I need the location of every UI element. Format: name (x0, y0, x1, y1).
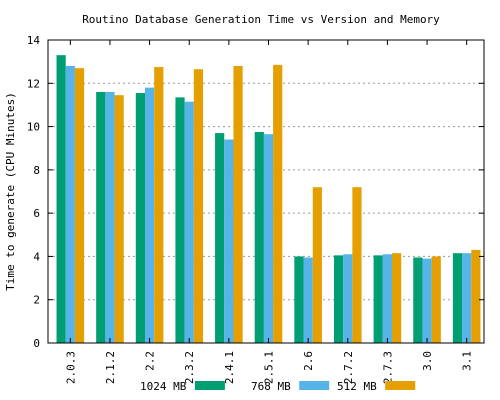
y-tick-label: 14 (27, 34, 41, 47)
bar-2.6-1024mb (294, 256, 304, 343)
bar-3.0-512mb (431, 256, 441, 343)
y-tick-label: 0 (33, 337, 40, 350)
bar-2.0.3-768mb (65, 65, 75, 343)
bar-2.7.2-512mb (352, 187, 362, 343)
bar-3.0-768mb (422, 258, 432, 343)
bar-3.0-1024mb (413, 257, 423, 343)
x-tick-label: 2.4.1 (223, 351, 236, 384)
plot-frame (47, 39, 485, 344)
bar-2.4.1-768mb (224, 139, 234, 343)
x-tick-label: 2.7.2 (342, 351, 355, 384)
bar-2.4.1-512mb (233, 65, 243, 343)
bar-2.5.1-1024mb (254, 131, 264, 343)
legend-swatch (385, 381, 416, 390)
legend-label: 768 MB (251, 380, 291, 393)
y-tick-label: 6 (33, 207, 40, 220)
bar-2.7.3-512mb (392, 253, 402, 343)
x-axis-ticks: 2.0.3 2.1.2 2.2 2.3.2 2.4.1 2.5.1 2.6 2.7.2 2.7.… (64, 40, 474, 384)
bar-2.4.1-1024mb (215, 133, 225, 343)
x-tick-label: 2.7.3 (381, 351, 394, 384)
legend-swatch (194, 381, 225, 390)
bar-2.3.2-768mb (184, 101, 194, 344)
y-tick-label: 8 (33, 164, 40, 177)
bar-3.1-1024mb (452, 253, 463, 343)
x-tick-label: 2.3.2 (183, 351, 196, 384)
bar-2.1.2-512mb (114, 95, 124, 343)
legend-label: 1024 MB (140, 380, 187, 393)
bar-2.1.2-768mb (105, 91, 115, 343)
bar-2.2-512mb (154, 67, 164, 344)
x-tick-label: 2.2 (144, 351, 157, 371)
x-tick-label: 2.6 (302, 351, 315, 371)
chart-title: Routino Database Generation Time vs Vers… (82, 13, 440, 26)
bar-2.7.2-768mb (343, 254, 353, 343)
bar-2.3.2-1024mb (175, 97, 185, 343)
x-tick-label: 3.0 (421, 351, 434, 371)
bar-2.0.3-512mb (74, 68, 85, 343)
y-axis-ticks: 0 2 4 6 8 10 12 14 (27, 34, 484, 350)
bar-2.2-768mb (144, 87, 155, 343)
legend-label: 512 MB (337, 380, 377, 393)
y-tick-label: 4 (33, 250, 40, 263)
x-tick-label: 2.1.2 (104, 351, 117, 384)
x-tick-label: 2.0.3 (64, 351, 77, 384)
bar-3.1-512mb (471, 249, 481, 343)
bar-2.6-512mb (312, 187, 322, 343)
bar-2.5.1-768mb (263, 134, 274, 343)
y-axis-title: Time to generate (CPU Minutes) (4, 92, 17, 291)
x-tick-label: 3.1 (461, 351, 474, 371)
bar-2.2-1024mb (135, 93, 145, 344)
bar-2.1.2-1024mb (96, 91, 106, 343)
bar-2.7.3-1024mb (373, 255, 383, 343)
y-tick-label: 12 (27, 77, 40, 90)
bar-2.5.1-512mb (273, 64, 283, 343)
bar-3.1-768mb (462, 253, 472, 343)
bar-2.6-768mb (303, 257, 313, 343)
legend: 1024 MB 768 MB 512 MB (140, 380, 416, 393)
bars (56, 55, 481, 344)
x-tick-label: 2.5.1 (263, 351, 276, 384)
bar-2.7.3-768mb (382, 254, 393, 343)
legend-swatch (299, 381, 330, 390)
y-tick-label: 2 (33, 294, 40, 307)
y-tick-label: 10 (27, 121, 40, 134)
bar-2.0.3-1024mb (56, 55, 66, 344)
bar-2.3.2-512mb (193, 69, 204, 343)
bar-2.7.2-1024mb (333, 255, 344, 343)
